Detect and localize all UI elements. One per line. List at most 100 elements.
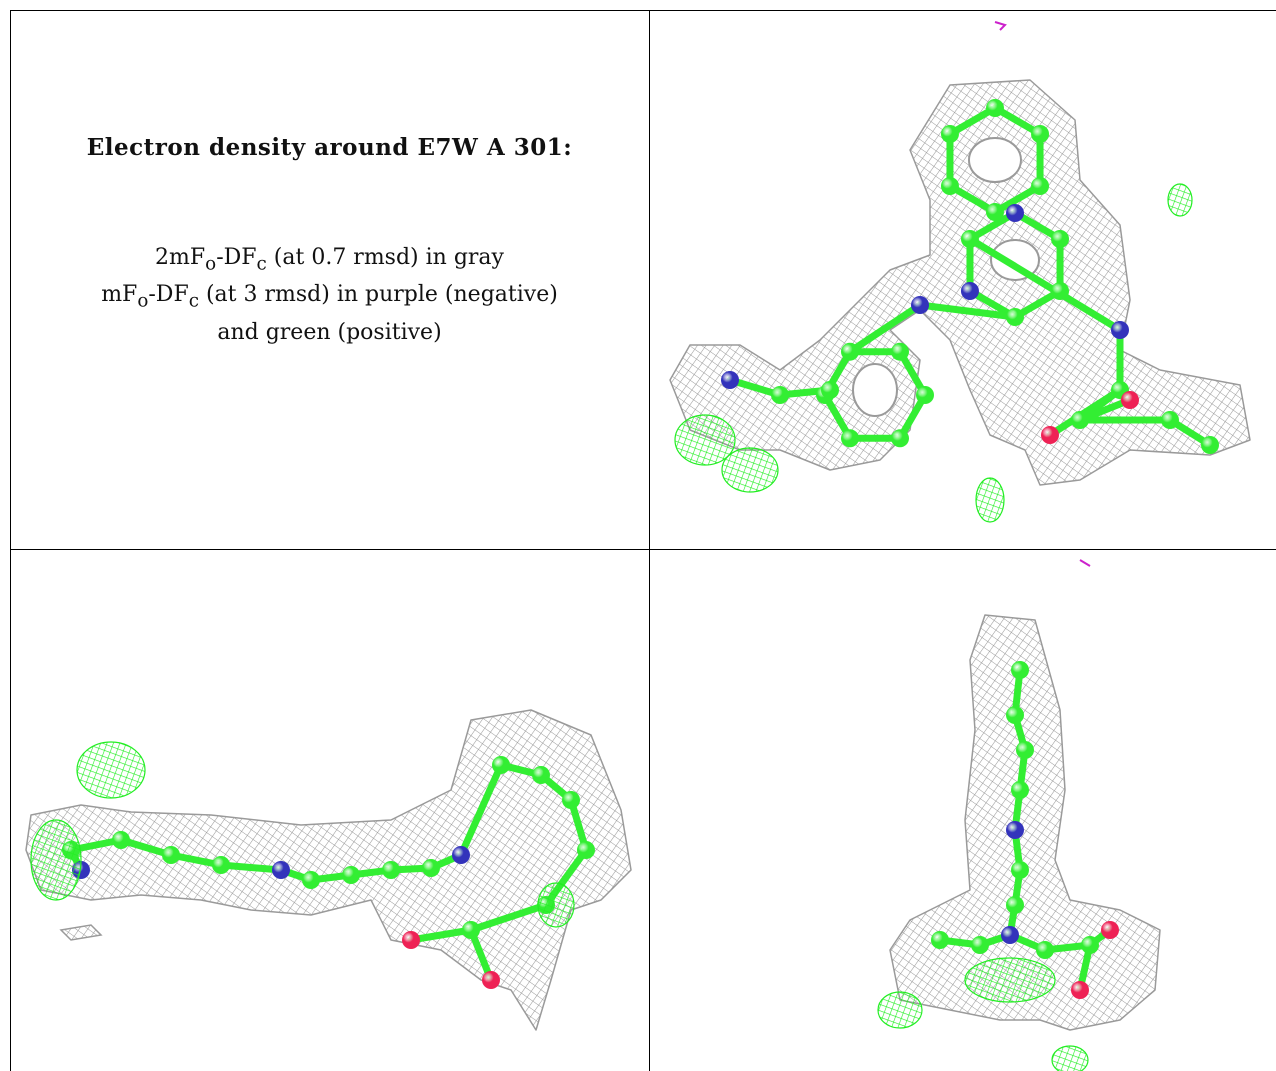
oxygen-atom: [1041, 426, 1059, 444]
density-view-bottom-right: [877, 559, 1161, 1071]
caption-line-gray: 2mFo-DFc (at 0.7 rmsd) in gray: [155, 245, 504, 275]
carbon-atom: [1051, 230, 1070, 248]
bond: [966, 235, 1124, 334]
carbon-atom: [931, 931, 949, 949]
caption-line-green: and green (positive): [217, 319, 442, 345]
bond: [846, 301, 924, 356]
positive-density-blob: [877, 991, 923, 1029]
bond: [407, 926, 475, 944]
carbon-atom: [562, 791, 580, 809]
carbon-atom: [1006, 706, 1024, 724]
carbon-atom: [382, 861, 400, 879]
positive-density-blob: [1051, 1045, 1089, 1071]
molecule-atoms: [721, 99, 1219, 454]
carbon-atom: [986, 203, 1004, 221]
bond: [916, 301, 1019, 321]
molecule-atoms: [62, 756, 595, 989]
carbon-atom: [940, 177, 959, 195]
carbon-atom: [532, 766, 550, 784]
density-panel-top-right: [650, 10, 1276, 549]
carbon-atom: [986, 99, 1004, 117]
nitrogen-atom: [721, 371, 739, 389]
carbon-atom: [1011, 661, 1029, 679]
density-panel-bottom-right: [650, 550, 1276, 1071]
table-top-border: [10, 10, 1276, 11]
carbon-atom: [891, 429, 909, 448]
carbon-atom: [462, 921, 480, 939]
positive-density-blob: [76, 741, 146, 799]
positive-density-blob: [1167, 183, 1193, 217]
table-middle-border: [10, 549, 1276, 550]
nitrogen-atom: [911, 296, 929, 314]
positive-density-blob: [30, 819, 82, 901]
carbon-atom: [1006, 308, 1024, 326]
positive-density-blob: [537, 882, 575, 928]
carbon-atom: [1011, 861, 1029, 879]
nitrogen-atom: [1001, 926, 1019, 944]
carbon-atom: [841, 429, 859, 448]
bond: [457, 761, 505, 859]
density-view-bottom-left: [25, 709, 632, 1031]
carbon-atom: [1071, 411, 1089, 429]
carbon-atom: [916, 386, 934, 404]
carbon-atom: [577, 841, 595, 859]
density-mesh-gray: [59, 924, 103, 941]
table-center-border: [649, 10, 650, 1071]
carbon-atom: [771, 386, 789, 404]
caption-cell: Electron density around E7W A 301: 2mFo-…: [10, 10, 649, 549]
density-panel-bottom-left: [11, 550, 649, 1071]
oxygen-atom: [1071, 981, 1089, 999]
bond: [467, 901, 550, 934]
carbon-atom: [1201, 436, 1219, 454]
ring-hole: [852, 363, 898, 417]
carbon-atom: [112, 831, 130, 849]
carbon-atom: [1081, 936, 1099, 954]
carbon-atom: [971, 936, 989, 954]
carbon-atom: [162, 846, 180, 864]
nitrogen-atom: [1006, 821, 1024, 839]
carbon-atom: [212, 856, 230, 874]
carbon-atom: [302, 871, 320, 889]
oxygen-atom: [1121, 391, 1139, 409]
carbon-atom: [1051, 282, 1070, 300]
carbon-atom: [1161, 411, 1179, 429]
positive-density-blob: [975, 477, 1005, 523]
molecule-atoms: [931, 661, 1119, 999]
carbon-atom: [1036, 941, 1054, 959]
carbon-atom: [940, 125, 959, 143]
oxygen-atom: [482, 971, 500, 989]
carbon-atom: [1011, 781, 1029, 799]
carbon-atom: [342, 866, 360, 884]
nitrogen-atom: [1111, 321, 1129, 339]
positive-density-blob: [721, 447, 779, 493]
carbon-atom: [1031, 177, 1050, 195]
carbon-atom: [422, 859, 440, 877]
carbon-atom: [841, 342, 859, 361]
negative-density-blob: [994, 21, 1007, 31]
carbon-atom: [821, 381, 839, 399]
figure-grid: Electron density around E7W A 301: 2mFo-…: [10, 10, 1276, 1071]
nitrogen-atom: [960, 282, 979, 300]
carbon-atom: [492, 756, 510, 774]
carbon-atom: [1016, 741, 1034, 759]
bond: [217, 861, 285, 874]
table-left-border: [10, 10, 11, 1071]
oxygen-atom: [1101, 921, 1119, 939]
carbon-atom: [891, 342, 909, 361]
carbon-atom: [1031, 125, 1050, 143]
oxygen-atom: [402, 931, 420, 949]
carbon-atom: [1006, 896, 1024, 914]
ring-hole: [968, 137, 1022, 183]
caption-line-purple: mFo-DFc (at 3 rmsd) in purple (negative): [101, 282, 558, 312]
nitrogen-atom: [452, 846, 470, 864]
caption-title: Electron density around E7W A 301:: [86, 134, 573, 161]
nitrogen-atom: [272, 861, 290, 879]
density-mesh-gray: [889, 614, 1161, 1031]
negative-density-blob: [1079, 559, 1091, 567]
nitrogen-atom: [1006, 204, 1024, 222]
positive-density-blob: [964, 957, 1056, 1003]
carbon-atom: [960, 230, 979, 248]
positive-density-blob: [674, 414, 736, 466]
density-view-top-right: [669, 21, 1251, 523]
density-mesh-gray: [669, 79, 1251, 486]
